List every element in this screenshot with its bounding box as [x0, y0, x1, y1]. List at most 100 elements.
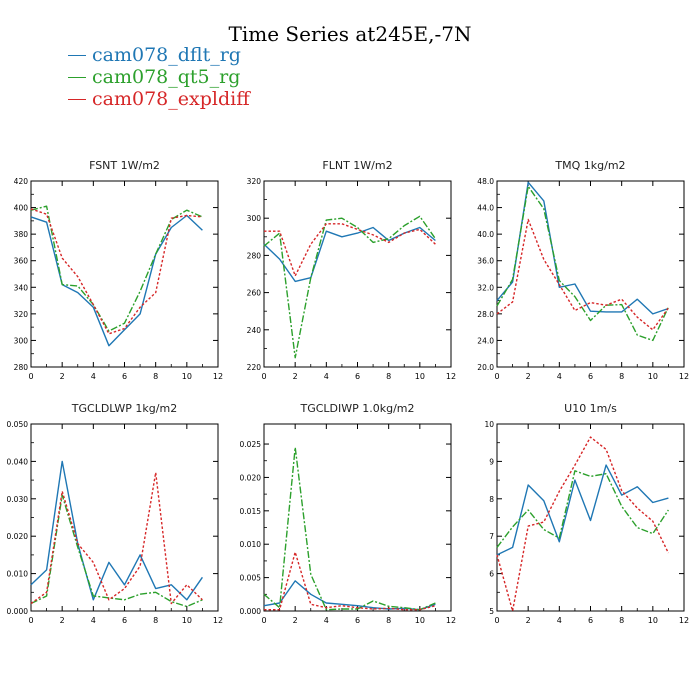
- panel-6-xtick-label: 0: [494, 616, 499, 625]
- panel-2-frame: [263, 180, 452, 368]
- panel-3-ytick-label: 20.0: [477, 363, 494, 372]
- legend-swatch-expldiff: [68, 98, 86, 100]
- legend-item-expldiff: cam078_expldiff: [68, 88, 250, 110]
- panel-2-ytick-label: 240: [247, 326, 262, 335]
- panel-6-ytick-label: 9: [489, 457, 494, 466]
- legend-swatch-qt5: [68, 76, 86, 78]
- panel-4-xtick-label: 0: [28, 616, 33, 625]
- panel-2-ytick-label: 220: [247, 363, 262, 372]
- legend: cam078_dflt_rg cam078_qt5_rg cam078_expl…: [68, 44, 250, 110]
- panel-4-xtick-label: 8: [153, 616, 158, 625]
- panel-2-xtick-label: 6: [355, 372, 360, 381]
- panel-3-ytick-label: 36.0: [477, 257, 494, 266]
- panel-1-ytick-label: 340: [14, 283, 29, 292]
- panel-4-ytick-label: 0.030: [7, 495, 29, 504]
- panel-5-xtick-label: 0: [261, 616, 266, 625]
- panel-1-series-qt5: [30, 205, 203, 332]
- panel-2-ytick-label: 300: [247, 214, 262, 223]
- panel-6-ytick-label: 8: [489, 495, 494, 504]
- panel-1-ytick-label: 400: [14, 204, 29, 213]
- panel-4-ytick-label: 0.000: [7, 607, 29, 616]
- panel-4-series-qt5: [30, 494, 203, 608]
- legend-item-dflt: cam078_dflt_rg: [68, 44, 250, 66]
- legend-swatch-dflt: [68, 54, 86, 56]
- panel-1-xtick-label: 0: [28, 372, 33, 381]
- panel-1-xtick-label: 2: [60, 372, 65, 381]
- panel-4-ytick-label: 0.040: [7, 457, 29, 466]
- panel-5-xtick-label: 10: [415, 616, 425, 625]
- panel-6-series-qt5: [496, 470, 669, 548]
- panel-3-ytick-label: 32.0: [477, 283, 494, 292]
- panel-3-ytick-label: 48.0: [477, 177, 494, 186]
- panel-5-ytick-label: 0.015: [240, 507, 262, 516]
- panel-1-ytick-label: 300: [14, 336, 29, 345]
- panel-3-xtick-label: 0: [494, 372, 499, 381]
- panel-3-ytick-label: 40.0: [477, 230, 494, 239]
- panel-1-ytick-label: 420: [14, 177, 29, 186]
- panel-5-xtick-label: 12: [446, 616, 456, 625]
- panel-3-xtick-label: 6: [588, 372, 593, 381]
- panel-3-series-expldiff: [496, 218, 669, 331]
- panel-4-xtick-label: 2: [60, 616, 65, 625]
- panel-5-series-expldiff: [264, 551, 436, 611]
- panel-5-ytick-label: 0.025: [240, 440, 262, 449]
- panel-5-ytick-label: 0.010: [240, 540, 262, 549]
- panel-2-xtick-label: 2: [293, 372, 298, 381]
- panel-4-ytick-label: 0.050: [7, 420, 29, 429]
- panel-4-series-expldiff: [30, 471, 203, 605]
- panel-4-xtick-label: 6: [122, 616, 127, 625]
- page-title: Time Series at245E,-7N: [228, 22, 472, 46]
- panel-6-xtick-label: 8: [619, 616, 624, 625]
- panel-6-series-expldiff: [496, 436, 670, 612]
- panel-5-xtick-label: 2: [293, 616, 298, 625]
- panel-2-xtick-label: 4: [324, 372, 329, 381]
- panel-2-xtick-label: 12: [446, 372, 456, 381]
- panel-5-frame: [263, 423, 452, 612]
- panel-1-ytick-label: 280: [14, 363, 29, 372]
- panel-6-series-dflt: [496, 464, 669, 556]
- panel-6-ytick-label: 5: [489, 607, 494, 616]
- panel-4-xtick-label: 4: [91, 616, 96, 625]
- panel-5-series-dflt: [263, 580, 436, 611]
- panel-2-xtick-label: 10: [415, 372, 425, 381]
- panel-5-ytick-label: 0.005: [240, 574, 262, 583]
- panel-4-xtick-label: 12: [213, 616, 223, 625]
- panel-4-series-dflt: [30, 460, 203, 601]
- panel-3-series-qt5: [496, 185, 670, 342]
- panel-2-ytick-label: 260: [247, 289, 262, 298]
- panel-6-xtick-label: 12: [679, 616, 689, 625]
- panel-1-xtick-label: 8: [153, 372, 158, 381]
- panel-1-xtick-label: 12: [213, 372, 223, 381]
- panel-5-xtick-label: 6: [355, 616, 360, 625]
- panel-6-frame: [496, 423, 685, 612]
- legend-label-dflt: cam078_dflt_rg: [92, 44, 241, 66]
- legend-label-expldiff: cam078_expldiff: [92, 88, 250, 110]
- panel-1-ytick-label: 380: [14, 230, 29, 239]
- panel-6-xtick-label: 2: [526, 616, 531, 625]
- panel-4-title: TGCLDLWP 1kg/m2: [71, 402, 177, 415]
- panel-1-series-dflt: [30, 214, 203, 347]
- panel-3-title: TMQ 1kg/m2: [554, 159, 625, 172]
- panel-3-xtick-label: 2: [526, 372, 531, 381]
- legend-item-qt5: cam078_qt5_rg: [68, 66, 250, 88]
- panel-1-series-expldiff: [30, 208, 203, 335]
- panel-5-ytick-label: 0.020: [240, 473, 262, 482]
- panel-6-xtick-label: 4: [557, 616, 562, 625]
- panel-2-xtick-label: 0: [261, 372, 266, 381]
- panel-6-xtick-label: 6: [588, 616, 593, 625]
- panel-4-ytick-label: 0.010: [7, 570, 29, 579]
- panel-6-ytick-label: 7: [489, 532, 494, 541]
- panel-3-xtick-label: 12: [679, 372, 689, 381]
- panel-1-title: FSNT 1W/m2: [89, 159, 160, 172]
- panel-4-xtick-label: 10: [182, 616, 192, 625]
- panel-2-ytick-label: 280: [247, 251, 262, 260]
- legend-label-qt5: cam078_qt5_rg: [92, 66, 241, 88]
- panel-6-ytick-label: 6: [489, 570, 494, 579]
- panel-6-ytick-label: 10: [484, 420, 494, 429]
- panel-1-xtick-label: 10: [182, 372, 192, 381]
- panel-2-title: FLNT 1W/m2: [322, 159, 392, 172]
- panel-3-ytick-label: 28.0: [477, 310, 494, 319]
- panel-2-series-qt5: [263, 215, 436, 359]
- panel-5-title: TGCLDIWP 1.0kg/m2: [299, 402, 414, 415]
